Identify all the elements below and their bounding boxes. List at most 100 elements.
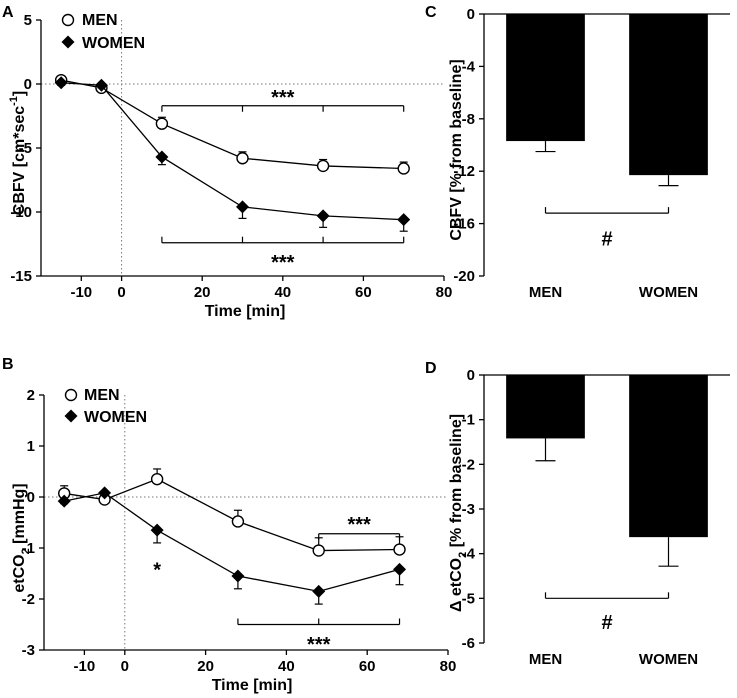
panel-c-letter: C [425,4,437,21]
panel-b-legend-women: WOMEN [84,409,147,426]
data-point-women [155,150,169,164]
panel-a-ylabel: CBFV [cm*sec-1] [8,91,28,215]
panel-a: A 5 0 -5 -10 -15 -10 0 20 40 60 80 *** *** MEN WOMEN… [2,4,452,320]
data-point-women [236,200,249,214]
significance-label: # [601,612,612,634]
y-tick-label: -10 [10,204,32,221]
x-category-label: WOMEN [639,284,698,301]
panel-a-legend-men: MEN [82,12,118,29]
data-point-women [54,76,68,90]
data-point-women [231,569,245,583]
panel-d: D MEN WOMEN 0 -1 -2 -3 -4 -5 -6 # Δ etCO2 [% from… [425,360,730,668]
y-tick-label: -4 [462,546,476,563]
panel-a-plot: 5 0 -5 -10 -15 -10 0 20 40 60 80 *** *** [10,12,452,301]
significance-label: *** [347,514,371,536]
y-tick-label: -6 [462,635,475,652]
data-point-women [98,486,112,500]
data-point-women [316,209,330,223]
panel-a-legend-women: WOMEN [82,35,145,52]
y-tick-label: 0 [24,76,32,93]
series-line-women [61,82,404,221]
panel-c-ylabel: CBFV [% from baseline] [448,59,465,240]
data-point-men [236,152,249,165]
y-tick-label: 0 [27,489,35,506]
y-tick-label: -1 [462,412,475,429]
series-line-men [64,478,400,552]
y-tick-label: -1 [22,540,35,557]
y-tick-label: -16 [453,216,475,233]
x-category-label: MEN [529,284,562,301]
legend-marker-men [61,13,75,27]
x-tick-label: 80 [440,658,457,675]
y-tick-label: 5 [24,12,32,29]
data-point-men [155,117,169,130]
y-tick-label: -2 [22,591,35,608]
x-tick-label: -10 [74,658,96,675]
panel-d-ylabel: Δ etCO2 [% from baseline] [448,414,469,612]
y-tick-label: 1 [27,438,35,455]
panel-b-plot: 210-1-2-3-10 0 20 40 60 80******* [22,387,457,675]
x-tick-label: 80 [436,284,453,301]
y-tick-label: -12 [453,163,475,180]
y-tick-label: -5 [19,140,32,157]
x-tick-label: 0 [117,284,125,301]
bar-men [506,14,585,142]
panel-b-ylabel: etCO2 [mmHg] [11,483,32,592]
significance-label: # [601,228,612,250]
y-tick-label: 0 [467,6,475,23]
y-tick-label: -5 [462,590,475,607]
panel-d-plot: MEN WOMEN 0 -1 -2 -3 -4 -5 -6 # [462,367,730,668]
y-tick-label: 0 [467,367,475,384]
data-point-men [231,515,245,528]
y-tick-label: -15 [10,268,32,285]
y-tick-label: 2 [27,387,35,404]
bar-women [629,14,708,176]
data-point-men [312,544,325,557]
legend-marker-men [64,388,78,402]
data-point-women [393,562,407,576]
panel-b-legend-men: MEN [84,387,120,404]
panel-b: B 210-1-2-3-10 0 20 40 60 80******* MEN WOMEN… [2,356,456,694]
x-tick-label: 20 [197,658,214,675]
y-tick-label: -2 [462,456,475,473]
x-tick-label: 40 [278,658,295,675]
x-tick-label: -10 [70,284,92,301]
series-line-men [61,79,404,170]
panel-c: C MEN WOMEN 0 -4 -8 -12 -16 -20 # CBFV [% from b… [425,4,730,301]
legend-marker-women [61,35,75,49]
data-point-women [312,584,326,598]
data-point-women [57,494,71,508]
series-line-women [64,492,400,593]
y-tick-label: -3 [462,501,475,518]
panel-a-xlabel: Time [min] [205,303,286,320]
y-tick-label: -4 [462,58,476,75]
data-point-men [316,159,330,173]
data-point-women [150,523,164,537]
x-tick-label: 60 [355,284,372,301]
y-tick-label: -3 [22,642,35,659]
legend-marker-women [64,409,78,423]
significance-label: *** [271,87,295,109]
data-point-men [393,543,406,556]
bar-women [629,375,708,538]
significance-label: *** [307,634,331,656]
y-tick-label: -20 [453,268,475,285]
data-point-women [397,213,411,227]
panel-d-letter: D [425,360,437,377]
significance-label: *** [271,252,295,274]
x-tick-label: 20 [194,284,211,301]
panel-c-plot: MEN WOMEN 0 -4 -8 -12 -16 -20 # [453,6,730,301]
data-point-men [150,472,164,486]
x-tick-label: 40 [274,284,291,301]
x-category-label: MEN [529,651,562,668]
significance-label: * [153,559,161,581]
x-tick-label: 0 [121,658,129,675]
panel-b-letter: B [2,356,14,373]
bar-men [506,375,585,439]
panel-b-xlabel: Time [min] [212,677,293,694]
x-tick-label: 60 [359,658,376,675]
x-category-label: WOMEN [639,651,698,668]
data-point-women [94,78,108,92]
data-point-men [397,162,410,175]
